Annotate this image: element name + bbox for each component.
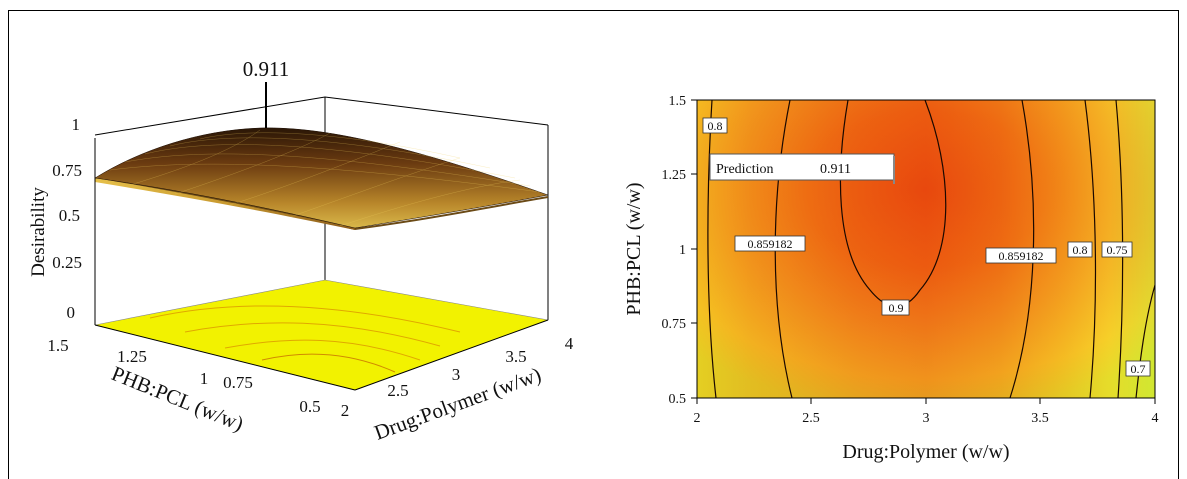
y-tick-label: 1.5 xyxy=(47,336,68,355)
contour-x-tick: 3 xyxy=(923,411,930,426)
figure-frame xyxy=(8,10,1179,479)
y-ticks: 1.5 1.25 1 0.75 0.5 xyxy=(47,336,320,416)
contour-line-0.8-left xyxy=(707,99,717,399)
floor-contour-1 xyxy=(149,305,461,333)
contour-y-tick: 1 xyxy=(679,243,686,258)
contour-line-0.8-right xyxy=(1084,99,1097,399)
z-tick-label: 0.5 xyxy=(59,206,80,225)
x-tick-label: 3 xyxy=(452,365,461,384)
surface-front xyxy=(95,178,548,230)
contour-label-box xyxy=(1101,241,1133,258)
contour-label-box xyxy=(985,247,1057,264)
contour-label: 0.8 xyxy=(708,119,723,133)
contour-label: 0.859182 xyxy=(748,237,793,251)
x-tick-label: 4 xyxy=(565,334,574,353)
prediction-value: 0.911 xyxy=(820,162,851,177)
annotation-value: 0.911 xyxy=(243,57,289,81)
contour-y-tick: 0.5 xyxy=(669,392,687,407)
contour-label: 0.75 xyxy=(1107,243,1128,257)
contour-plot: 0.8 0.859182 0.9 0.859182 0.8 0.75 0.7 P… xyxy=(623,94,1159,463)
contour-line-0.7 xyxy=(1135,284,1156,399)
z-tick-label: 0 xyxy=(67,303,76,322)
y-tick-label: 0.5 xyxy=(299,397,320,416)
contour-label: 0.8 xyxy=(1073,243,1088,257)
floor-projection xyxy=(94,279,550,391)
y-tick-label: 1.25 xyxy=(117,347,147,366)
contour-label-box xyxy=(1125,360,1151,377)
contour-y-tick: 0.75 xyxy=(662,317,687,332)
contour-x-axis-label: Drug:Polymer (w/w) xyxy=(842,441,1009,463)
contour-x-tick: 4 xyxy=(1152,411,1159,426)
prediction-label: Prediction xyxy=(716,162,774,177)
x-tick-label: 3.5 xyxy=(505,347,526,366)
y-tick-label: 0.75 xyxy=(223,373,253,392)
contour-label-box xyxy=(702,117,728,134)
y-tick-label: 1 xyxy=(200,369,209,388)
contour-x-ticks: 2 2.5 3 3.5 4 xyxy=(694,411,1159,426)
surface-plot: 1 0.75 0.5 0.25 0 Desirability 1.5 1.25 … xyxy=(28,57,574,445)
contour-y-ticks: 1.5 1.25 1 0.75 0.5 xyxy=(662,94,687,407)
x-ticks: 2 2.5 3 3.5 4 xyxy=(341,334,574,420)
x-axis-line xyxy=(354,319,549,391)
contour-label: 0.859182 xyxy=(999,249,1044,263)
contour-y-tick: 1.5 xyxy=(669,94,687,109)
contour-x-tick: 3.5 xyxy=(1031,411,1049,426)
surface-top xyxy=(94,127,549,229)
contour-label: 0.7 xyxy=(1131,362,1146,376)
floor-contour-4 xyxy=(261,353,396,373)
z-ticks: 1 0.75 0.5 0.25 0 xyxy=(52,115,82,322)
surface-mesh xyxy=(109,129,541,227)
surface-front-face xyxy=(95,178,355,230)
contour-tick-marks xyxy=(691,99,1156,404)
z-axis-label: Desirability xyxy=(28,187,49,277)
contour-x-tick: 2.5 xyxy=(802,411,820,426)
contour-label-box xyxy=(734,235,806,252)
z-tick-label: 0.25 xyxy=(52,253,82,272)
contour-y-tick: 1.25 xyxy=(662,168,687,183)
floor-contour-3 xyxy=(224,339,421,361)
prediction-box: Prediction 0.911 xyxy=(709,153,895,184)
x-tick-label: 2 xyxy=(341,401,350,420)
contour-label: 0.9 xyxy=(889,301,904,315)
contour-label-box xyxy=(881,299,910,316)
contour-x-tick: 2 xyxy=(694,411,701,426)
contour-labels: 0.8 0.859182 0.9 0.859182 0.8 0.75 0.7 xyxy=(702,117,1151,377)
contour-y-axis-label: PHB:PCL (w/w) xyxy=(623,182,645,315)
y-axis-line xyxy=(94,324,356,391)
back-wall-top xyxy=(94,96,549,136)
z-tick-label: 0.75 xyxy=(52,161,82,180)
floor-contour-2 xyxy=(184,322,441,347)
x-tick-label: 2.5 xyxy=(387,381,408,400)
z-tick-label: 1 xyxy=(72,115,81,134)
contour-label-box xyxy=(1067,241,1093,258)
contour-line-0.859182-left xyxy=(774,99,793,399)
